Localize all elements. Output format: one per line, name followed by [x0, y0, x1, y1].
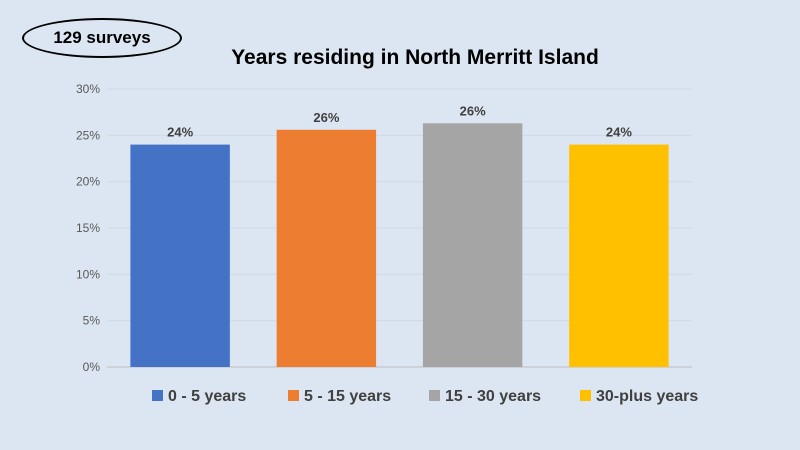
legend-label: 15 - 30 years [445, 388, 541, 405]
y-axis: 0% 5% 10% 15% 20% 25% 30% [76, 82, 100, 374]
legend-swatch [288, 390, 299, 401]
bar [276, 129, 377, 367]
y-tick-label: 15% [76, 221, 100, 235]
survey-count-badge: 129 surveys [22, 18, 182, 58]
legend-swatch [152, 390, 163, 401]
data-label: 24% [606, 125, 632, 140]
bar [569, 144, 669, 367]
legend-label: 5 - 15 years [304, 388, 391, 405]
bar [422, 123, 523, 367]
y-tick-label: 25% [76, 128, 100, 142]
legend-swatch [580, 390, 591, 401]
bars [130, 123, 669, 367]
y-tick-label: 10% [76, 267, 100, 281]
bar [130, 144, 230, 367]
y-tick-label: 5% [83, 314, 101, 328]
legend-swatch [429, 390, 440, 401]
data-label: 26% [313, 110, 339, 125]
survey-count-text: 129 surveys [53, 28, 151, 47]
y-tick-label: 0% [83, 360, 101, 374]
legend-label: 0 - 5 years [168, 388, 246, 405]
data-label: 24% [167, 125, 193, 140]
legend: 0 - 5 years 5 - 15 years 15 - 30 years 30-p… [152, 388, 698, 405]
chart-title: Years residing in North Merritt Island [231, 46, 599, 69]
data-label: 26% [460, 103, 486, 118]
legend-label: 30-plus years [596, 388, 698, 405]
y-tick-label: 20% [76, 175, 100, 189]
data-labels: 24% 26% 26% 24% [167, 103, 632, 139]
y-tick-label: 30% [76, 82, 100, 96]
